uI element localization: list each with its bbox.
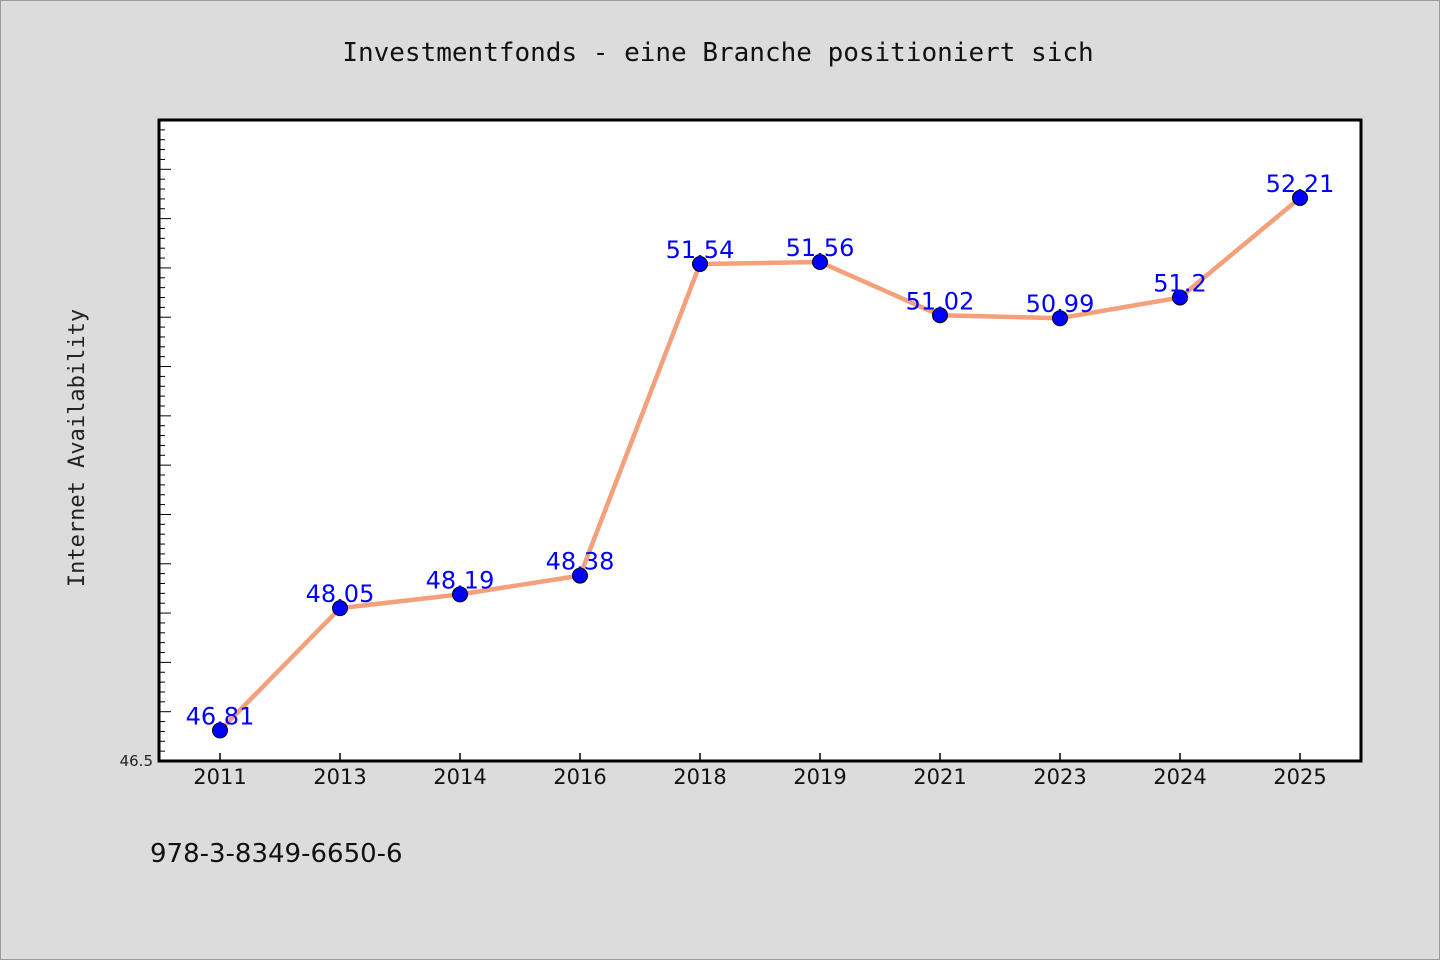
y-axis-ticks: 46.5 — [120, 119, 171, 770]
data-label-layer: 46.81 48.05 48.19 48.38 51.54 51.56 51.02 50.99… — [186, 170, 1335, 731]
series-line-layer — [217, 195, 1303, 733]
data-label: 51.2 — [1153, 270, 1206, 298]
x-tick-label: 2014 — [433, 765, 486, 789]
data-label: 51.02 — [906, 287, 975, 315]
data-point-marker — [572, 567, 588, 584]
data-label: 48.19 — [426, 566, 495, 594]
data-point-marker — [692, 255, 708, 272]
data-label: 46.81 — [186, 702, 255, 730]
x-tick-label: 2019 — [793, 765, 846, 789]
data-point-marker — [932, 307, 948, 324]
isbn-text: 978-3-8349-6650-6 — [150, 839, 403, 869]
y-axis-label: Internet Availability — [65, 309, 90, 587]
x-tick-label: 2021 — [913, 765, 966, 789]
data-point-marker — [1172, 289, 1188, 306]
data-label: 51.54 — [666, 236, 735, 264]
data-label: 48.38 — [546, 548, 615, 576]
x-tick-label: 2023 — [1033, 765, 1086, 789]
data-point-marker — [452, 586, 468, 603]
x-tick-label: 2025 — [1273, 765, 1326, 789]
plot-area — [157, 118, 1363, 763]
data-label: 51.56 — [786, 234, 855, 262]
series-line — [217, 195, 1303, 733]
data-label: 50.99 — [1026, 290, 1095, 318]
chart-title: Investmentfonds - eine Branche positioni… — [342, 38, 1093, 68]
data-label: 52.21 — [1266, 170, 1335, 198]
x-tick-label: 2013 — [313, 765, 366, 789]
data-point-marker — [212, 722, 228, 739]
x-tick-label: 2018 — [673, 765, 726, 789]
x-tick-label: 2024 — [1153, 765, 1206, 789]
data-point-marker — [332, 600, 348, 617]
x-axis-ticks: 2011 2013 2014 2016 2018 2019 2021 2023 2024 2025 — [193, 753, 1327, 789]
x-tick-label: 2016 — [553, 765, 606, 789]
data-label: 48.05 — [306, 580, 375, 608]
y-tick-label: 46.5 — [120, 752, 153, 770]
x-tick-label: 2011 — [193, 765, 246, 789]
data-point-marker — [1292, 189, 1308, 206]
data-point-marker — [812, 254, 828, 271]
data-point-marker — [1052, 310, 1068, 327]
marker-layer — [212, 189, 1308, 739]
